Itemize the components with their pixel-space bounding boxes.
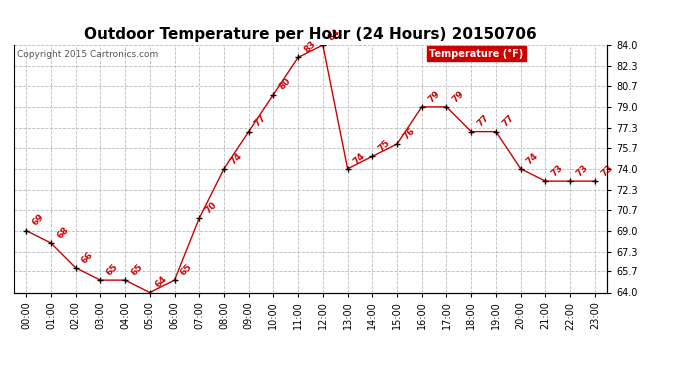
Text: 73: 73	[599, 163, 614, 178]
Text: 74: 74	[525, 151, 540, 166]
Text: 79: 79	[426, 89, 442, 104]
Text: 65: 65	[129, 262, 144, 278]
Text: 77: 77	[500, 114, 515, 129]
Text: 76: 76	[401, 126, 417, 141]
Text: 74: 74	[352, 151, 367, 166]
Title: Outdoor Temperature per Hour (24 Hours) 20150706: Outdoor Temperature per Hour (24 Hours) …	[84, 27, 537, 42]
Text: 69: 69	[30, 213, 46, 228]
Text: 77: 77	[475, 114, 491, 129]
Text: 73: 73	[549, 163, 565, 178]
Text: 65: 65	[104, 262, 119, 278]
Text: 68: 68	[55, 225, 70, 240]
Text: Temperature (°F): Temperature (°F)	[429, 49, 524, 59]
Text: 79: 79	[451, 89, 466, 104]
Text: 74: 74	[228, 151, 244, 166]
Text: 84: 84	[327, 27, 342, 42]
Text: 65: 65	[179, 262, 194, 278]
Text: 64: 64	[154, 274, 169, 290]
Text: Copyright 2015 Cartronics.com: Copyright 2015 Cartronics.com	[17, 50, 158, 59]
Text: 75: 75	[377, 138, 392, 154]
Text: 66: 66	[80, 250, 95, 265]
Text: 77: 77	[253, 114, 268, 129]
Text: 70: 70	[204, 200, 219, 216]
Text: 80: 80	[277, 76, 293, 92]
Text: 73: 73	[574, 163, 589, 178]
Text: 83: 83	[302, 39, 317, 55]
